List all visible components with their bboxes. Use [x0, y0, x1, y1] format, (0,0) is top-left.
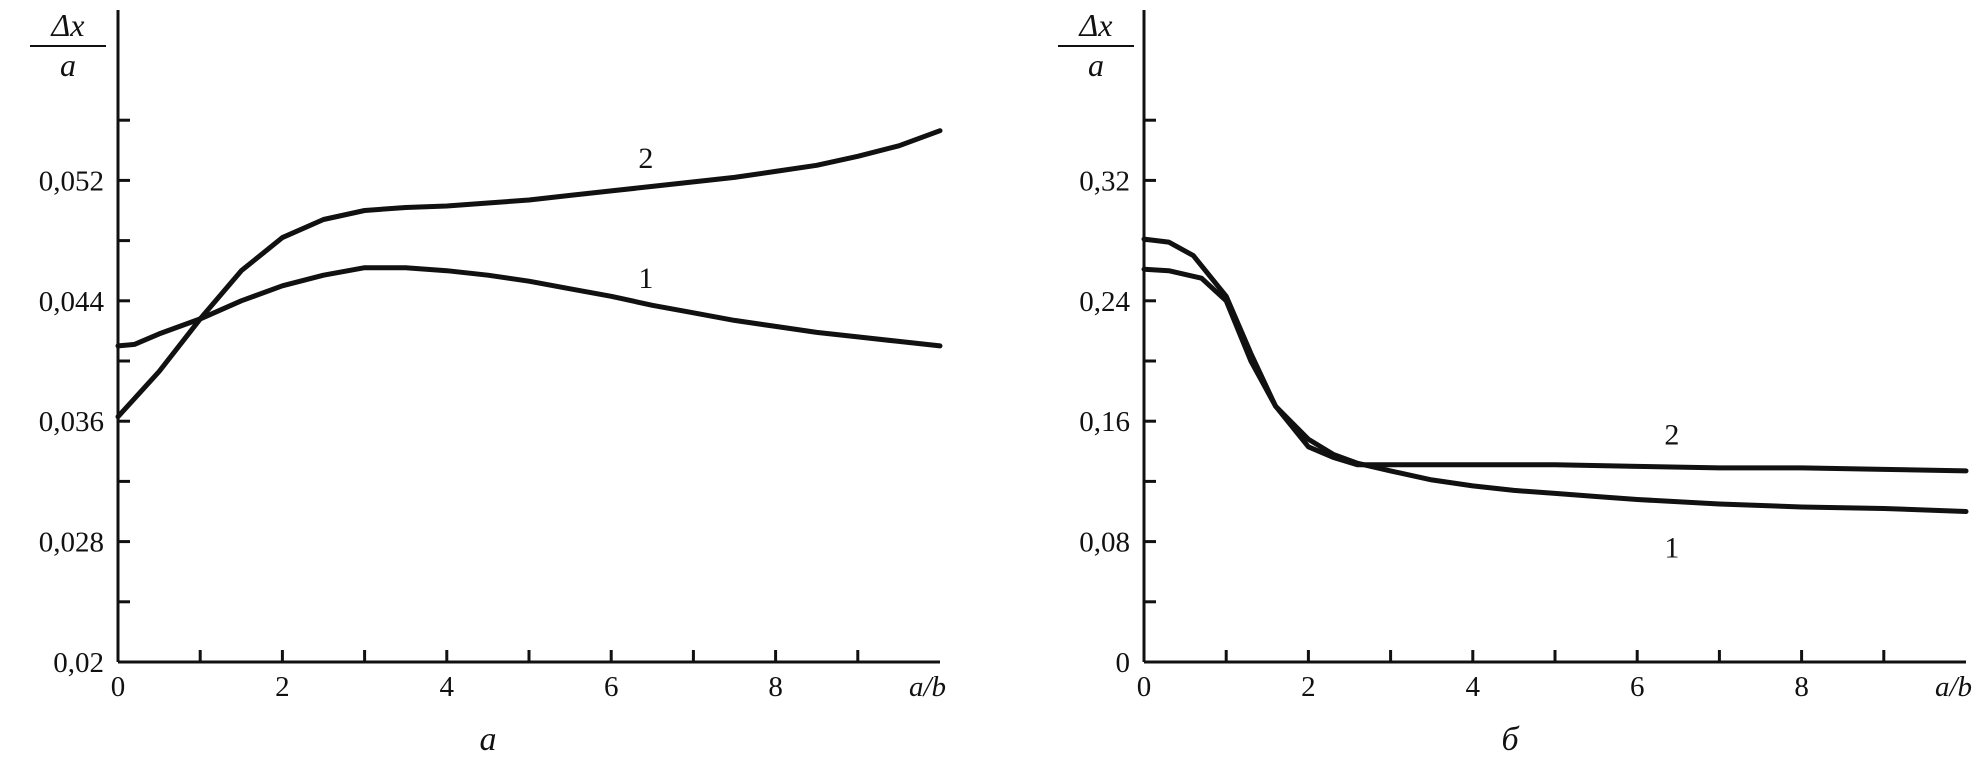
series-label-1: 1: [638, 262, 653, 295]
y-tick-label: 0,036: [39, 406, 104, 438]
x-tick-label: 4: [440, 671, 455, 703]
x-axis-label: a/b: [909, 671, 946, 703]
y-tick-label: 0,32: [1079, 165, 1130, 197]
y-axis-label-denominator: a: [60, 47, 76, 83]
x-tick-label: 8: [768, 671, 783, 703]
series-label-2: 2: [1664, 419, 1679, 452]
x-tick-label: 0: [111, 671, 126, 703]
y-tick-label: 0,028: [39, 527, 104, 559]
x-tick-label: 4: [1466, 671, 1481, 703]
series-line-2: [115, 128, 943, 420]
panel-label: б: [1501, 721, 1520, 758]
y-tick-label: 0,02: [53, 647, 104, 679]
panel-b: 0 0,08 0,16 0,24 0,32 0 2 4 6 8 a/b Δx a 1 2 б: [1058, 7, 1972, 758]
y-tick-label: 0,24: [1079, 286, 1130, 318]
y-tick-label: 0,044: [39, 286, 105, 318]
y-axis-label-denominator: a: [1088, 47, 1104, 83]
y-axis-label-numerator: Δx: [50, 7, 85, 43]
y-tick-label: 0,052: [39, 165, 104, 197]
y-axis-label-numerator: Δx: [1078, 7, 1113, 43]
y-tick-label: 0,08: [1079, 527, 1130, 559]
series-label-2: 2: [638, 142, 653, 175]
panel-a: 0,02 0,028 0,036 0,044 0,052 0 2 4 6 8 a/b Δx a 1 2 а: [30, 7, 946, 758]
y-tick-label: 0: [1116, 647, 1131, 679]
x-tick-label: 2: [1301, 671, 1316, 703]
x-tick-label: 2: [275, 671, 290, 703]
panel-label: а: [480, 721, 497, 758]
x-tick-label: 6: [1630, 671, 1645, 703]
x-tick-label: 8: [1794, 671, 1809, 703]
x-axis-label: a/b: [1935, 671, 1972, 703]
series-line-2: [1141, 236, 1969, 474]
series-line-1: [115, 265, 943, 349]
series-label-1: 1: [1664, 532, 1679, 565]
x-tick-label: 0: [1137, 671, 1152, 703]
y-tick-label: 0,16: [1079, 406, 1130, 438]
x-tick-label: 6: [604, 671, 619, 703]
